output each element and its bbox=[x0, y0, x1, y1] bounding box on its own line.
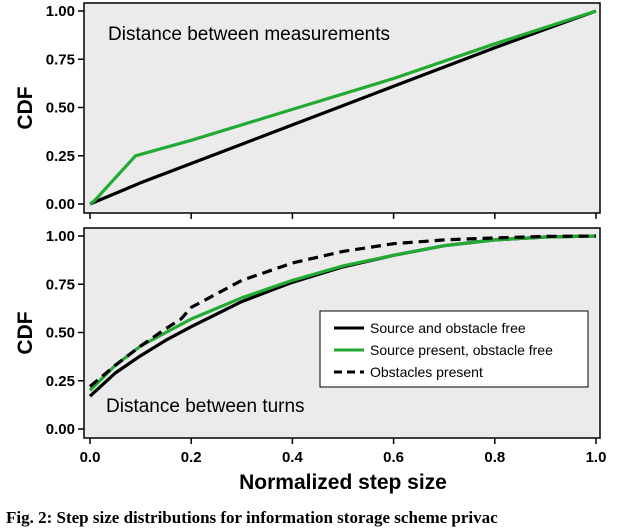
panel-title-top: Distance between measurements bbox=[108, 24, 390, 45]
legend-label-0: Source and obstacle free bbox=[370, 320, 526, 336]
legend-box bbox=[319, 310, 589, 388]
xtick-label: 0.4 bbox=[282, 449, 304, 466]
xlabel: Normalized step size bbox=[239, 471, 447, 494]
ytick-label-bottom: 0.00 bbox=[46, 421, 75, 438]
ylabel-bottom: CDF bbox=[14, 311, 37, 354]
ytick-label-top: 0.75 bbox=[46, 51, 75, 68]
ytick-label-top: 1.00 bbox=[46, 3, 75, 20]
xtick-label: 1.0 bbox=[586, 449, 607, 466]
ytick-label-bottom: 0.75 bbox=[46, 276, 75, 293]
panel-top: CDF Distance between measurements 0.000.… bbox=[14, 2, 601, 214]
ytick-label-top: 0.25 bbox=[46, 148, 75, 165]
legend-label-1: Source present, obstacle free bbox=[370, 342, 553, 358]
figure-caption: Fig. 2: Step size distributions for info… bbox=[6, 508, 498, 527]
ytick-label-top: 0.50 bbox=[46, 100, 75, 117]
figure: CDF Distance between measurements 0.000.… bbox=[14, 2, 606, 494]
ytick-label-top: 0.00 bbox=[46, 196, 75, 213]
ytick-label-bottom: 0.50 bbox=[46, 325, 75, 342]
series-line-top-1 bbox=[89, 9, 597, 206]
xtick-label: 0.8 bbox=[484, 449, 505, 466]
ytick-label-bottom: 0.25 bbox=[46, 373, 75, 390]
panel-bottom: CDF Distance between turns 0.000.250.500… bbox=[14, 213, 606, 494]
ytick-label-bottom: 1.00 bbox=[46, 228, 75, 245]
yticks-bottom: 0.00 0.25 0.50 0.75 1.00 bbox=[46, 228, 84, 438]
legend: Source and obstacle free Source present,… bbox=[319, 310, 589, 388]
ylabel-top: CDF bbox=[14, 86, 37, 129]
panel-title-bottom: Distance between turns bbox=[106, 396, 305, 417]
legend-label-2: Obstacles present bbox=[370, 364, 483, 380]
xtick-label: 0.6 bbox=[383, 449, 404, 466]
xticks: 0.0 0.2 0.4 0.6 0.8 1.0 bbox=[80, 213, 607, 466]
xtick-label: 0.0 bbox=[80, 449, 101, 466]
series-bottom bbox=[88, 234, 597, 398]
xtick-label: 0.2 bbox=[181, 449, 202, 466]
yticks-top: 0.00 0.25 0.50 0.75 1.00 bbox=[46, 3, 84, 213]
series-line-top-0 bbox=[89, 9, 597, 206]
series-top bbox=[89, 9, 597, 206]
